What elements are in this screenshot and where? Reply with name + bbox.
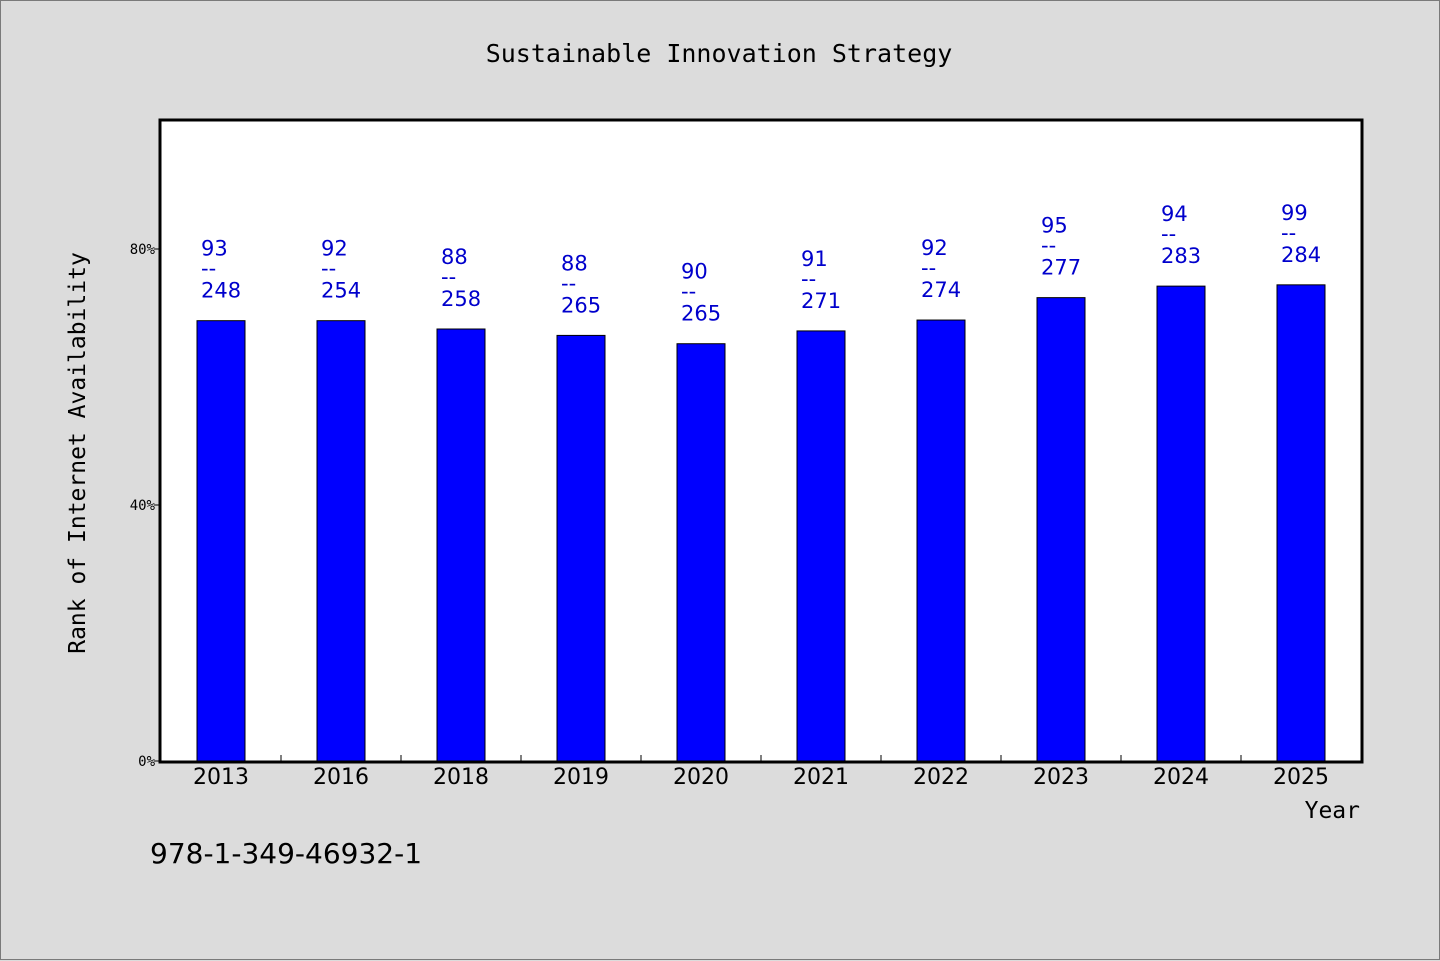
data-label-separator: -- [201,257,216,281]
data-label-bottom: 254 [321,279,361,303]
bar-series [196,284,1326,762]
data-label-separator: -- [1281,221,1296,245]
data-label-top: 88 [441,245,468,269]
bar [556,334,606,762]
x-axis: 2013 2016 2018 2019 2020 2021 2022 2023 2024 2025 [193,755,1329,790]
y-tick-label: 80% [130,242,156,258]
data-label-separator: -- [1041,234,1056,258]
y-axis-label: Rank of Internet Availability [65,252,91,654]
data-label-bottom: 258 [441,287,481,311]
data-label-separator: -- [441,265,456,289]
data-label-top: 90 [681,260,708,284]
data-label-separator: -- [801,267,816,291]
data-label-top: 92 [321,237,348,261]
bar [1276,284,1326,762]
x-tick-label: 2019 [553,765,609,790]
bar [196,320,246,762]
x-tick-label: 2023 [1033,765,1089,790]
data-label-separator: -- [321,257,336,281]
data-labels: 93--24892--25488--25888--26590--26591--2… [201,201,1321,326]
data-label-bottom: 274 [921,278,961,302]
bar [1156,285,1206,762]
data-label-bottom: 265 [681,302,721,326]
data-label-bottom: 283 [1161,244,1201,268]
data-label-top: 93 [201,237,228,261]
data-label-bottom: 277 [1041,256,1081,280]
bar [316,320,366,762]
data-label-separator: -- [681,280,696,304]
data-label-top: 95 [1041,214,1068,238]
data-label-top: 88 [561,251,588,275]
bar [436,328,486,762]
y-axis: 0% 40% 80% [130,242,161,770]
bar [796,330,846,762]
x-tick-label: 2013 [193,765,249,790]
data-label-bottom: 271 [801,289,841,313]
x-tick-label: 2018 [433,765,489,790]
data-label-separator: -- [1161,222,1176,246]
x-tick-label: 2024 [1153,765,1209,790]
bar [1036,297,1086,762]
data-label-top: 91 [801,247,828,271]
isbn-text: 978-1-349-46932-1 [150,837,422,870]
x-tick-label: 2025 [1273,765,1329,790]
y-tick-label: 0% [138,754,155,770]
x-tick-label: 2021 [793,765,849,790]
data-label-bottom: 284 [1281,243,1321,267]
x-tick-label: 2020 [673,765,729,790]
bar [916,319,966,762]
bar [676,343,726,762]
data-label-top: 94 [1161,202,1188,226]
x-tick-label: 2022 [913,765,969,790]
data-label-separator: -- [561,271,576,295]
data-label-bottom: 248 [201,279,241,303]
data-label-top: 99 [1281,201,1308,225]
x-tick-label: 2016 [313,765,369,790]
data-label-top: 92 [921,236,948,260]
x-axis-label: Year [1305,798,1360,824]
y-tick-label: 40% [130,498,156,514]
data-label-bottom: 265 [561,293,601,317]
chart-title: Sustainable Innovation Strategy [486,39,953,68]
data-label-separator: -- [921,256,936,280]
